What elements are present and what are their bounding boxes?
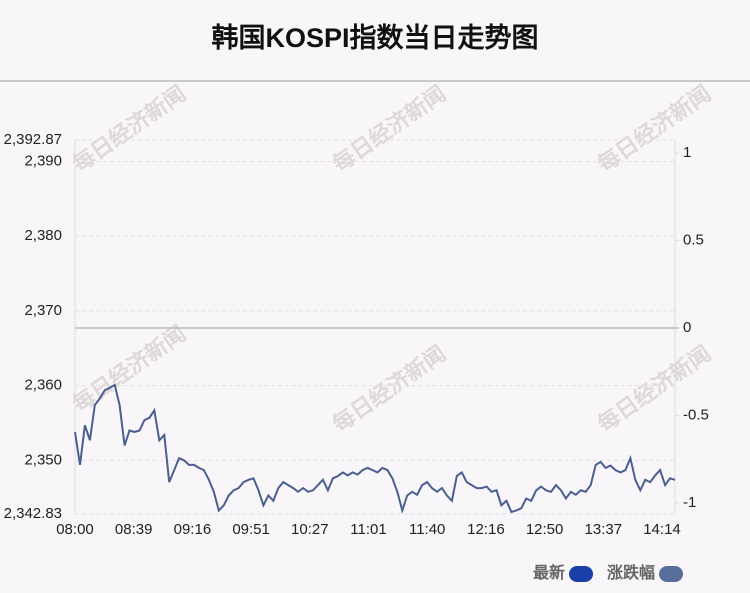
x-tick-label: 13:37	[585, 521, 623, 538]
watermark: 每日经济新闻	[593, 81, 716, 178]
x-tick-label: 10:27	[291, 521, 329, 538]
legend-swatch	[659, 566, 684, 582]
x-tick-label: 08:00	[56, 521, 94, 538]
price-line	[74, 383, 676, 515]
legend-swatch	[569, 566, 594, 582]
legend-label: 涨跌幅	[607, 563, 655, 582]
y-tick-label: 2,390	[24, 152, 62, 169]
y2-tick-label: -0.5	[683, 406, 709, 423]
y-tick-label: 2,370	[24, 302, 62, 319]
y2-tick-label: -1	[683, 494, 696, 511]
legend-label: 最新	[533, 563, 565, 582]
x-tick-label: 12:50	[526, 521, 564, 538]
y-tick-label: 2,342.83	[4, 505, 62, 522]
y2-tick-label: 0	[683, 319, 691, 336]
x-tick-label: 08:39	[115, 521, 153, 538]
y-tick-label: 2,360	[24, 377, 62, 394]
watermark: 每日经济新闻	[328, 341, 451, 438]
y-tick-label: 2,380	[24, 227, 62, 244]
x-tick-label: 11:01	[350, 521, 386, 538]
y2-tick-label: 1	[683, 144, 691, 161]
x-tick-label: 11:40	[409, 521, 445, 538]
x-tick-label: 12:16	[467, 521, 505, 538]
watermark: 每日经济新闻	[68, 321, 191, 418]
watermark: 每日经济新闻	[68, 81, 191, 178]
x-tick-label: 09:16	[174, 521, 212, 538]
x-tick-label: 09:51	[232, 521, 270, 538]
y-tick-label: 2,350	[24, 451, 62, 468]
x-tick-label: 14:14	[643, 521, 681, 538]
y-tick-label: 2,392.87	[4, 131, 62, 148]
chart-title: 韩国KOSPI指数当日走势图	[211, 23, 538, 53]
watermark: 每日经济新闻	[328, 81, 451, 178]
y2-tick-label: 0.5	[683, 231, 704, 248]
